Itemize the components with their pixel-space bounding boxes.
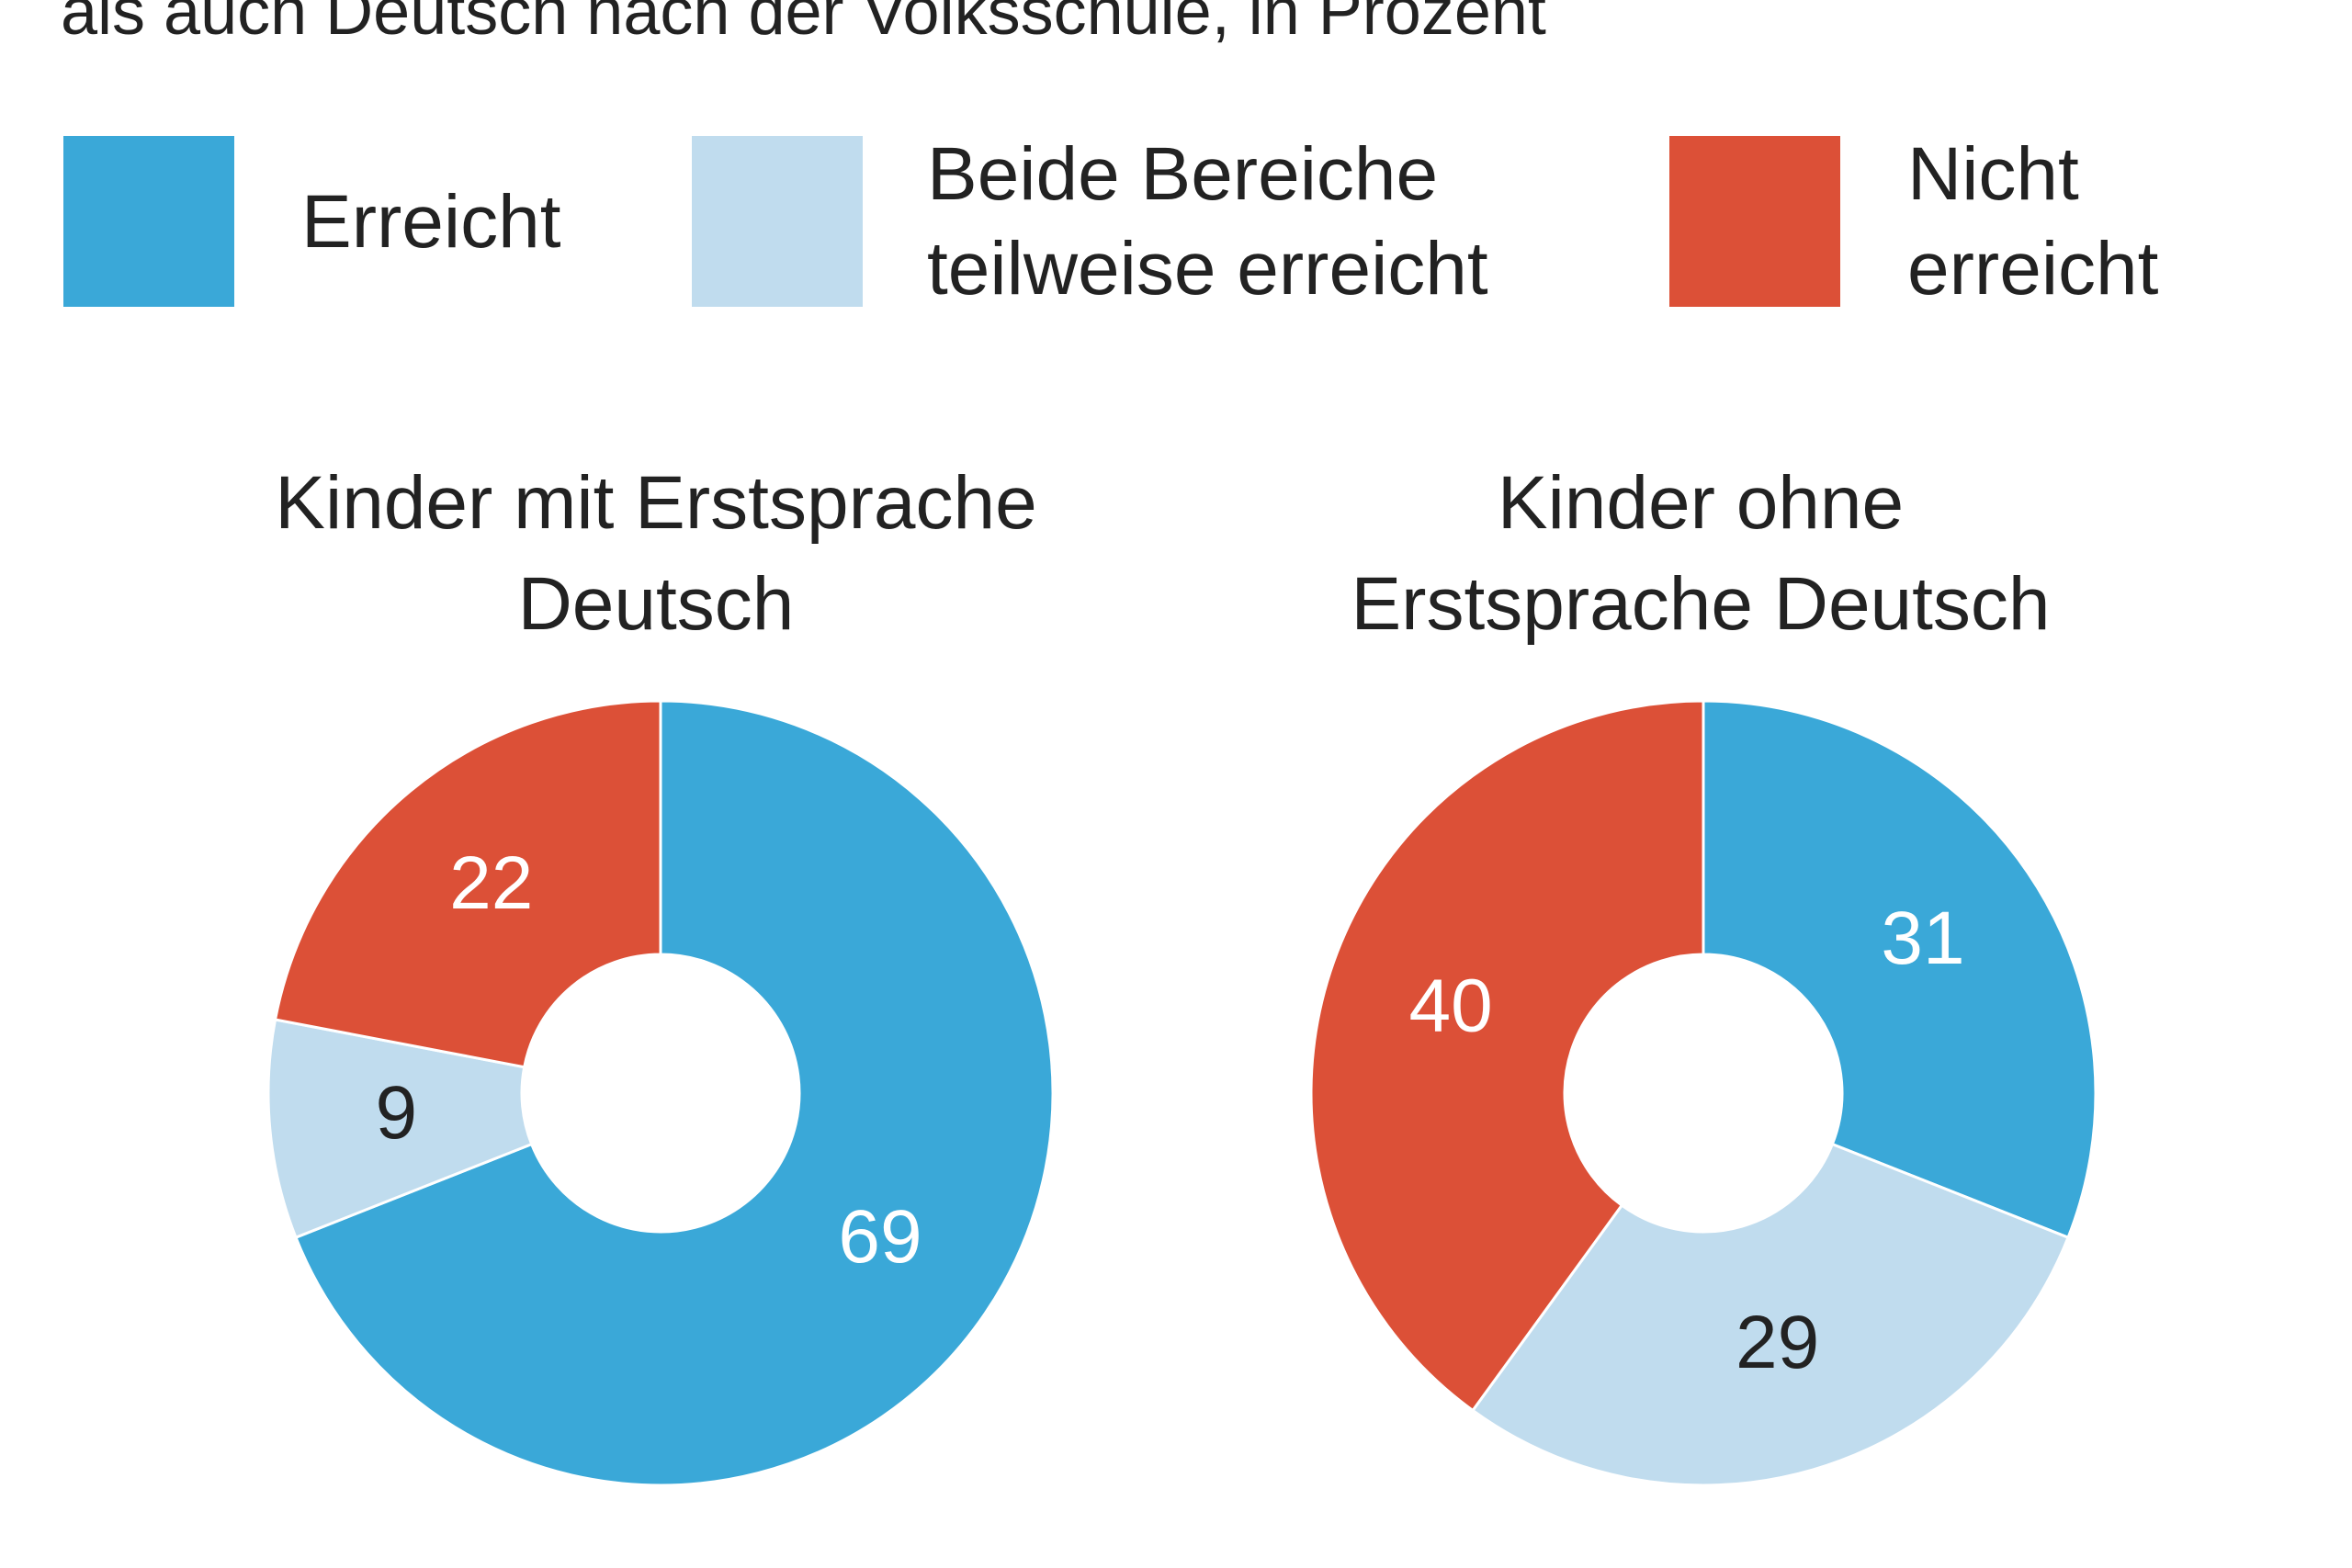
- donut-segment: [1309, 699, 1705, 1413]
- donut-segment: [294, 699, 1055, 1487]
- legend-swatch: [1669, 136, 1840, 307]
- legend-swatch: [692, 136, 863, 307]
- data-label: 69: [838, 1195, 922, 1279]
- legend-label: Nicht erreicht: [1907, 132, 2159, 310]
- data-label: 40: [1409, 964, 1493, 1047]
- data-label: 22: [449, 841, 533, 925]
- subtitle: als auch Deutsch nach der Volksschule, i…: [61, 0, 1546, 49]
- chart-title: Kinder mit Erstsprache Deutsch: [275, 461, 1037, 646]
- legend-swatch: [63, 136, 234, 307]
- donut-segment: [273, 699, 662, 1069]
- donut-segment: [1470, 1142, 2070, 1487]
- donut-segment: [266, 1018, 534, 1240]
- legend-label: Erreicht: [301, 179, 561, 264]
- chart-title: Kinder ohne Erstsprache Deutsch: [1351, 461, 2051, 646]
- legend-label: Beide Bereiche teilweise erreicht: [927, 132, 1488, 310]
- donut-segment: [1702, 699, 2098, 1240]
- data-label: 9: [375, 1071, 417, 1155]
- data-label: 31: [1881, 897, 1964, 980]
- data-label: 29: [1736, 1301, 1819, 1384]
